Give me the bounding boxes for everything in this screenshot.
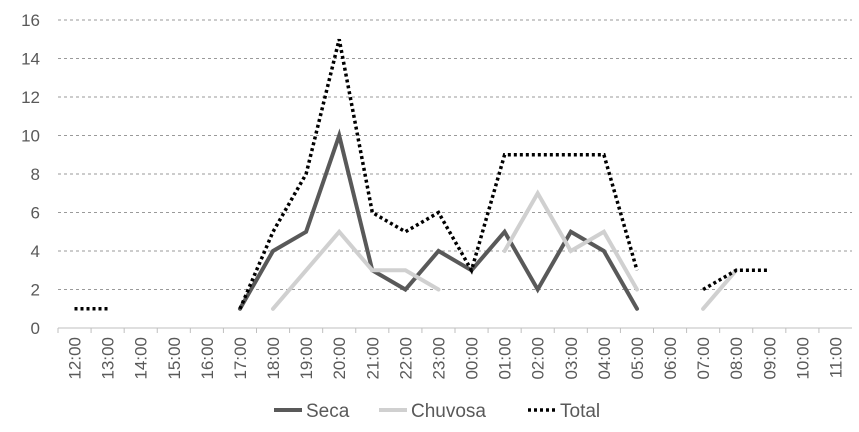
series-lines [74, 38, 770, 311]
y-tick-label: 12 [21, 88, 40, 107]
x-tick-label: 18:00 [264, 337, 283, 380]
x-tick-label: 04:00 [595, 337, 614, 380]
x-tick-label: 03:00 [562, 337, 581, 380]
x-tick-label: 09:00 [760, 337, 779, 380]
y-tick-label: 10 [21, 127, 40, 146]
x-tick-label: 11:00 [826, 337, 845, 378]
x-tick-label: 13:00 [99, 337, 118, 380]
x-tick-label: 17:00 [231, 337, 250, 380]
y-tick-label: 0 [31, 319, 40, 338]
legend: Seca Chuvosa Total [274, 401, 600, 422]
x-tick-label: 23:00 [429, 337, 448, 380]
y-tick-label: 14 [21, 50, 40, 69]
x-tick-label: 05:00 [628, 337, 647, 380]
gridlines [58, 19, 852, 329]
x-tick-label: 00:00 [463, 337, 482, 380]
x-tick-label: 20:00 [330, 337, 349, 380]
legend-label-total: Total [560, 401, 600, 422]
x-tick-label: 10:00 [793, 337, 812, 380]
y-tick-label: 8 [31, 165, 40, 184]
y-axis: 0 2 4 6 8 10 12 14 16 [21, 11, 40, 338]
y-tick-label: 6 [31, 204, 40, 223]
x-tick-label: 08:00 [727, 337, 746, 380]
x-tick-label: 01:00 [496, 337, 515, 380]
series-line-seca [238, 128, 639, 311]
legend-label-seca: Seca [306, 401, 350, 422]
y-tick-label: 16 [21, 11, 40, 30]
x-tick-label: 12:00 [66, 337, 85, 380]
x-tick-label: 19:00 [297, 337, 316, 380]
x-tick-label: 14:00 [132, 337, 151, 380]
x-tick-label: 15:00 [165, 337, 184, 380]
x-tick-label: 21:00 [363, 337, 382, 380]
x-tick-label: 02:00 [529, 337, 548, 380]
x-tick-label: 06:00 [661, 337, 680, 380]
y-tick-label: 4 [31, 242, 40, 261]
x-tick-label: 16:00 [198, 337, 217, 380]
x-tick-label: 22:00 [396, 337, 415, 380]
x-tick-label: 07:00 [694, 337, 713, 380]
x-axis: 12:00 13:00 14:00 15:00 16:00 17:00 18:00 19:00… [57, 328, 845, 380]
legend-label-chuvosa: Chuvosa [411, 401, 486, 422]
y-tick-label: 2 [31, 281, 40, 300]
